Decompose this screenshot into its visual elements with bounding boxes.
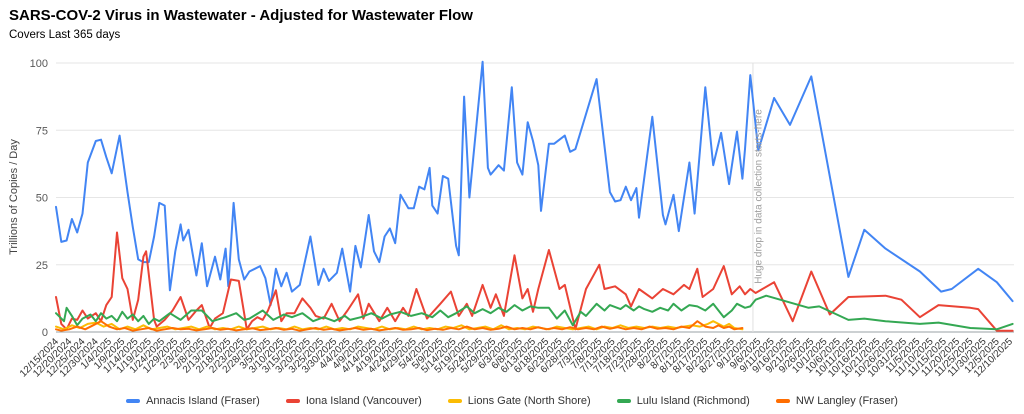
y-axis-title: Trillions of Copies / Day: [8, 139, 20, 255]
series-line-lulu-island-richmond: [55, 294, 1014, 331]
legend-label: Lulu Island (Richmond): [636, 395, 750, 407]
y-tick-label: 75: [36, 125, 48, 137]
chart-subtitle: Covers Last 365 days: [9, 29, 121, 41]
legend-item-annacis-island-fraser[interactable]: Annacis Island (Fraser): [126, 395, 260, 407]
legend-label: Iona Island (Vancouver): [305, 395, 422, 407]
y-tick-label: 100: [30, 58, 48, 70]
legend-item-nw-langley-fraser[interactable]: NW Langley (Fraser): [775, 395, 898, 407]
legend-label: NW Langley (Fraser): [795, 395, 898, 407]
legend-swatch-icon: [126, 399, 141, 403]
legend-swatch-icon: [775, 399, 790, 403]
legend-item-lulu-island-richmond[interactable]: Lulu Island (Richmond): [616, 395, 750, 407]
legend-swatch-icon: [616, 399, 631, 403]
legend-label: Lions Gate (North Shore): [467, 395, 591, 407]
series-line-nw-langley-fraser: [55, 320, 744, 332]
legend-label: Annacis Island (Fraser): [146, 395, 260, 407]
y-tick-label: 0: [42, 327, 48, 339]
legend: Annacis Island (Fraser) Iona Island (Vanc…: [0, 392, 1024, 410]
y-tick-label: 25: [36, 260, 48, 272]
y-tick-label: 50: [36, 193, 48, 205]
legend-swatch-icon: [447, 399, 462, 403]
legend-item-lions-gate-north-shore[interactable]: Lions Gate (North Shore): [447, 395, 591, 407]
series-line-annacis-island-fraser: [55, 60, 1014, 307]
chart-title: SARS-COV-2 Virus in Wastewater - Adjuste…: [9, 7, 473, 24]
data-gap-annotation: Huge drop in data collection starts-here: [753, 109, 765, 284]
legend-item-iona-island-vancouver[interactable]: Iona Island (Vancouver): [285, 395, 422, 407]
series-line-iona-island-vancouver: [55, 231, 1014, 332]
legend-swatch-icon: [285, 399, 300, 403]
